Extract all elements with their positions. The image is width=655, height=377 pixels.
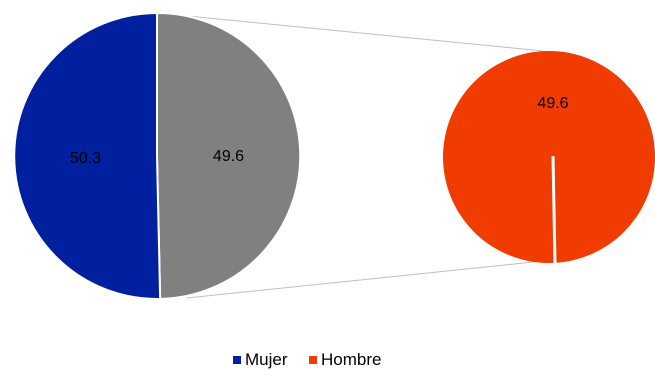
legend-swatch-mujer bbox=[233, 356, 241, 364]
main-pie: 49.6 50.3 bbox=[13, 11, 302, 300]
detail-pie-separator bbox=[551, 155, 557, 265]
connector-top bbox=[156, 12, 544, 52]
legend-label-hombre: Hombre bbox=[321, 350, 381, 369]
connector-bottom bbox=[186, 260, 544, 299]
pie-slice-hombre bbox=[156, 11, 302, 300]
legend-swatch-hombre bbox=[309, 356, 317, 364]
pie-slice-mujer bbox=[13, 11, 162, 300]
legend: Mujer Hombre bbox=[233, 350, 381, 369]
detail-pie-slice-hombre bbox=[443, 51, 655, 263]
data-label-detail: 49.6 bbox=[537, 95, 568, 112]
data-label-hombre: 49.6 bbox=[213, 148, 244, 165]
connector-lines bbox=[156, 12, 544, 299]
legend-label-mujer: Mujer bbox=[245, 350, 288, 369]
detail-pie: 49.6 bbox=[443, 51, 655, 265]
data-label-mujer: 50.3 bbox=[70, 150, 101, 167]
